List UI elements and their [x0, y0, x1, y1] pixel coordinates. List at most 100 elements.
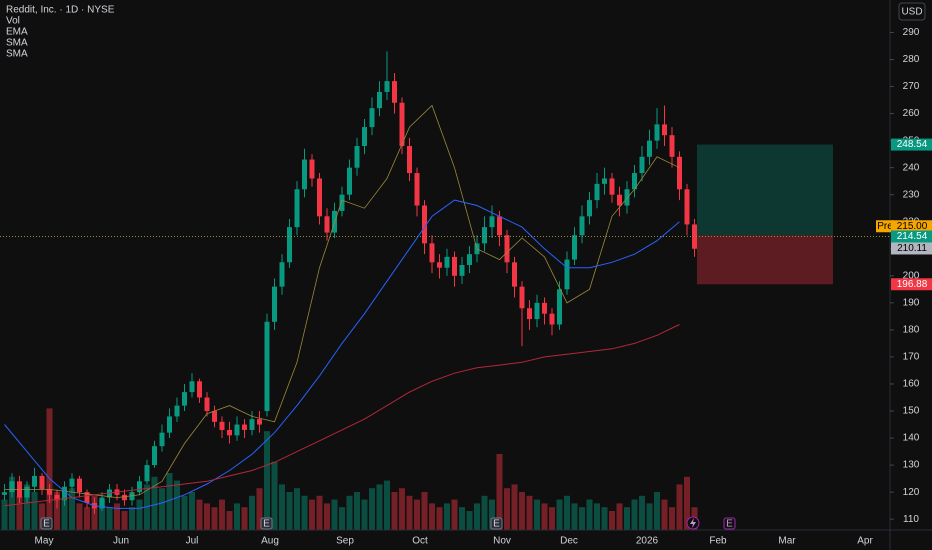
- candle-body: [459, 265, 465, 276]
- candle-body: [32, 475, 37, 487]
- candle-body: [189, 381, 195, 393]
- volume-bar: [354, 492, 360, 530]
- candle-body: [294, 189, 300, 228]
- candle-body: [624, 189, 630, 206]
- candle-body: [24, 486, 30, 498]
- candle-body: [572, 235, 577, 260]
- volume-bar: [61, 499, 68, 530]
- candle-body: [482, 227, 487, 244]
- candle-body: [519, 286, 525, 309]
- candle-body: [527, 308, 532, 320]
- x-tick-label: Dec: [560, 536, 578, 547]
- candle-body: [692, 224, 697, 249]
- candle-body: [324, 216, 330, 233]
- volume-bar: [1, 499, 8, 530]
- volume-bar: [39, 503, 45, 530]
- candle-body: [444, 256, 450, 268]
- y-tick-label: 170: [903, 352, 920, 363]
- volume-bar: [189, 492, 195, 530]
- price-tag-label: 215.00: [897, 221, 928, 232]
- currency[interactable]: USD: [901, 7, 922, 18]
- volume-bar: [69, 488, 75, 530]
- price-tag: [891, 242, 932, 255]
- volume-bar: [234, 503, 240, 530]
- volume-bar: [564, 495, 570, 530]
- dividend-icon[interactable]: [686, 516, 700, 530]
- plot: [0, 51, 890, 530]
- y-tick-label: 290: [903, 27, 920, 38]
- candle-body: [129, 492, 135, 501]
- volume-bar: [219, 499, 225, 530]
- volume-bar: [114, 503, 120, 530]
- volume-bar: [211, 507, 218, 530]
- candle-body: [204, 397, 210, 412]
- candle-body: [9, 481, 15, 493]
- volume-bar: [99, 499, 105, 530]
- volume-bar: [241, 507, 248, 530]
- y-tick-label: 260: [903, 108, 920, 119]
- price-tag: [891, 278, 932, 291]
- overlay-line: [4, 104, 680, 499]
- candle-body: [377, 91, 382, 109]
- candle-body: [467, 254, 472, 265]
- candle-body: [317, 178, 322, 217]
- volume-bar: [684, 476, 690, 530]
- y-tick-label: 230: [903, 189, 920, 200]
- volume-bar: [279, 484, 285, 530]
- volume-bar: [271, 461, 278, 530]
- volume-bar: [534, 499, 540, 530]
- y-tick-label: 120: [903, 487, 920, 498]
- candle-body: [669, 135, 675, 157]
- volume-bar: [414, 499, 420, 530]
- x-tick-label: Apr: [857, 536, 873, 547]
- candle-body: [54, 494, 60, 501]
- candle-body: [399, 102, 405, 147]
- volume-bar: [489, 499, 495, 530]
- candle-body: [84, 492, 90, 503]
- candle-body: [287, 227, 292, 263]
- candle-body: [219, 421, 225, 430]
- volume-bar: [639, 495, 645, 530]
- price-tag: [891, 220, 932, 233]
- price-tag-label: 196.88: [897, 279, 928, 290]
- candle-body: [534, 302, 540, 320]
- volume-bar: [399, 488, 405, 530]
- price-tag-label: 214.54: [897, 231, 928, 242]
- volume-bar: [144, 484, 150, 530]
- volume-bar: [549, 507, 555, 530]
- y-tick-label: 270: [903, 81, 920, 92]
- candle-body: [437, 262, 442, 268]
- y-tick-label: 140: [903, 433, 920, 444]
- volume-bar: [361, 499, 368, 530]
- candle-body: [264, 321, 270, 412]
- volume-bar: [676, 484, 683, 530]
- candle-body: [257, 419, 262, 425]
- volume-bar: [474, 503, 480, 530]
- volume-bar: [369, 488, 375, 530]
- volume-bar: [376, 484, 383, 530]
- volume-bar: [586, 499, 593, 530]
- currency-button[interactable]: [898, 2, 926, 21]
- volume-bar: [324, 503, 330, 530]
- y-tick-label: 150: [903, 406, 920, 417]
- candle-body: [62, 486, 67, 501]
- candle-body: [2, 492, 7, 495]
- volume-bar: [466, 511, 473, 530]
- candle-body: [302, 159, 307, 190]
- volume-bar: [9, 476, 15, 530]
- volume-bar: [136, 499, 143, 530]
- earnings-marker[interactable]: E: [490, 517, 503, 530]
- x-tick-label: Oct: [412, 536, 428, 547]
- volume-bar: [76, 503, 83, 530]
- candle-body: [392, 81, 397, 103]
- candle-body: [174, 405, 180, 417]
- earnings-marker[interactable]: E: [260, 517, 273, 530]
- earnings-marker[interactable]: E: [40, 517, 53, 530]
- earnings-marker[interactable]: E: [723, 517, 736, 530]
- y-tick-label: 160: [903, 379, 920, 390]
- pre-tag: [876, 220, 894, 233]
- candle-body: [47, 489, 52, 495]
- volume-bar: [129, 507, 135, 530]
- candle-body: [632, 173, 637, 190]
- volume-bar: [451, 499, 458, 530]
